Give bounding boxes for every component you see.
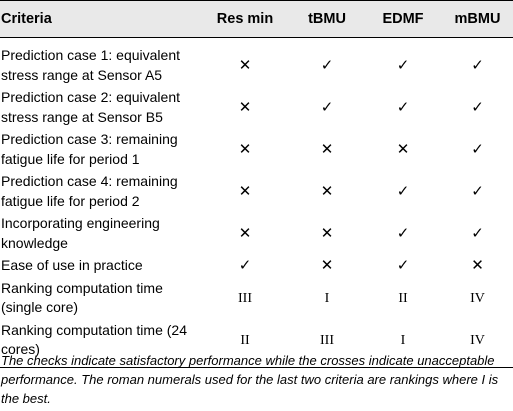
ranking-numeral: I [400, 332, 406, 348]
criterion-cell: Ranking computation time (24 cores) [1, 321, 187, 358]
res-min-cell: III [200, 277, 290, 319]
res-min-cell: ✓ [200, 255, 290, 278]
tbmu-cell: ✕ [290, 129, 364, 171]
check-icon: ✓ [471, 97, 484, 116]
check-icon: ✓ [396, 181, 410, 200]
edmf-cell: II [364, 277, 442, 319]
tbmu-cell: ✓ [290, 87, 364, 129]
cross-icon: ✕ [320, 256, 334, 274]
tbmu-cell: III [290, 319, 364, 367]
ranking-numeral: IV [470, 290, 485, 306]
criterion-cell: Prediction case 2: equivalent stress ran… [1, 89, 180, 125]
tbmu-cell: ✕ [290, 255, 364, 278]
tbmu-cell: I [290, 277, 364, 319]
cross-icon: ✕ [320, 223, 334, 242]
criterion-cell: Ranking computation time (single core) [1, 279, 163, 316]
cross-icon: ✕ [320, 181, 334, 200]
check-icon: ✓ [471, 223, 484, 242]
cross-icon: ✕ [396, 139, 410, 158]
header-criteria: Criteria [1, 11, 52, 27]
criterion-cell: Prediction case 4: remaining fatigue lif… [1, 173, 178, 209]
cross-icon: ✕ [471, 256, 484, 274]
res-min-cell: ✕ [200, 87, 290, 129]
check-icon: ✓ [396, 97, 410, 116]
res-min-cell: II [200, 319, 290, 367]
edmf-cell: ✓ [364, 171, 442, 213]
edmf-cell: ✓ [364, 213, 442, 255]
check-icon: ✓ [238, 256, 252, 274]
check-icon: ✓ [396, 223, 410, 242]
table-row: Incorporating engineering knowledge ✕ ✕ ✓ ✓ [0, 213, 513, 255]
tbmu-cell: ✓ [290, 38, 364, 87]
header-mbmu: mBMU [454, 11, 501, 27]
criterion-cell: Ease of use in practice [1, 257, 143, 273]
check-icon: ✓ [471, 181, 484, 200]
header-edmf: EDMF [382, 11, 424, 27]
header-res-min: Res min [216, 11, 274, 27]
header-tbmu: tBMU [308, 11, 346, 27]
cross-icon: ✕ [238, 139, 252, 158]
ranking-numeral: III [320, 332, 334, 348]
edmf-cell: ✓ [364, 38, 442, 87]
cross-icon: ✕ [238, 55, 252, 74]
table-row: Ease of use in practice ✓ ✕ ✓ ✕ [0, 255, 513, 278]
mbmu-cell: ✓ [442, 213, 513, 255]
mbmu-cell: ✓ [442, 129, 513, 171]
check-icon: ✓ [471, 55, 484, 74]
table-row: Prediction case 4: remaining fatigue lif… [0, 171, 513, 213]
comparison-table-container: Criteria Res min tBMU EDMF mBMU Predicti… [0, 0, 513, 367]
res-min-cell: ✕ [200, 213, 290, 255]
mbmu-cell: ✕ [442, 255, 513, 278]
ranking-numeral: III [238, 290, 252, 306]
ranking-numeral: I [324, 290, 330, 306]
cross-icon: ✕ [320, 139, 334, 158]
check-icon: ✓ [396, 55, 410, 74]
header-row: Criteria Res min tBMU EDMF mBMU [0, 0, 513, 38]
criterion-cell: Incorporating engineering knowledge [1, 215, 160, 251]
comparison-table: Criteria Res min tBMU EDMF mBMU Predicti… [0, 0, 513, 367]
criterion-cell: Prediction case 3: remaining fatigue lif… [1, 131, 178, 167]
cross-icon: ✕ [238, 97, 252, 116]
mbmu-cell: IV [442, 277, 513, 319]
tbmu-cell: ✕ [290, 213, 364, 255]
cross-icon: ✕ [238, 181, 252, 200]
table-row: Ranking computation time (single core) II… [0, 277, 513, 319]
edmf-cell: ✓ [364, 87, 442, 129]
ranking-numeral: II [240, 332, 250, 348]
table-row: Prediction case 1: equivalent stress ran… [0, 38, 513, 87]
table-row: Prediction case 2: equivalent stress ran… [0, 87, 513, 129]
mbmu-cell: ✓ [442, 87, 513, 129]
check-icon: ✓ [320, 97, 334, 116]
ranking-numeral: IV [470, 332, 485, 348]
criterion-cell: Prediction case 1: equivalent stress ran… [1, 47, 180, 83]
edmf-cell: ✕ [364, 129, 442, 171]
mbmu-cell: IV [442, 319, 513, 367]
mbmu-cell: ✓ [442, 38, 513, 87]
check-icon: ✓ [471, 139, 484, 158]
table-header: Criteria Res min tBMU EDMF mBMU [0, 0, 513, 38]
table-row: Ranking computation time (24 cores) II III… [0, 319, 513, 367]
res-min-cell: ✕ [200, 171, 290, 213]
check-icon: ✓ [396, 256, 410, 274]
edmf-cell: I [364, 319, 442, 367]
ranking-numeral: II [398, 290, 408, 306]
mbmu-cell: ✓ [442, 171, 513, 213]
edmf-cell: ✓ [364, 255, 442, 278]
res-min-cell: ✕ [200, 38, 290, 87]
table-body: Prediction case 1: equivalent stress ran… [0, 38, 513, 367]
res-min-cell: ✕ [200, 129, 290, 171]
tbmu-cell: ✕ [290, 171, 364, 213]
table-row: Prediction case 3: remaining fatigue lif… [0, 129, 513, 171]
check-icon: ✓ [320, 55, 334, 74]
cross-icon: ✕ [238, 223, 252, 242]
table-footnote: The checks indicate satisfactory perform… [1, 353, 499, 406]
